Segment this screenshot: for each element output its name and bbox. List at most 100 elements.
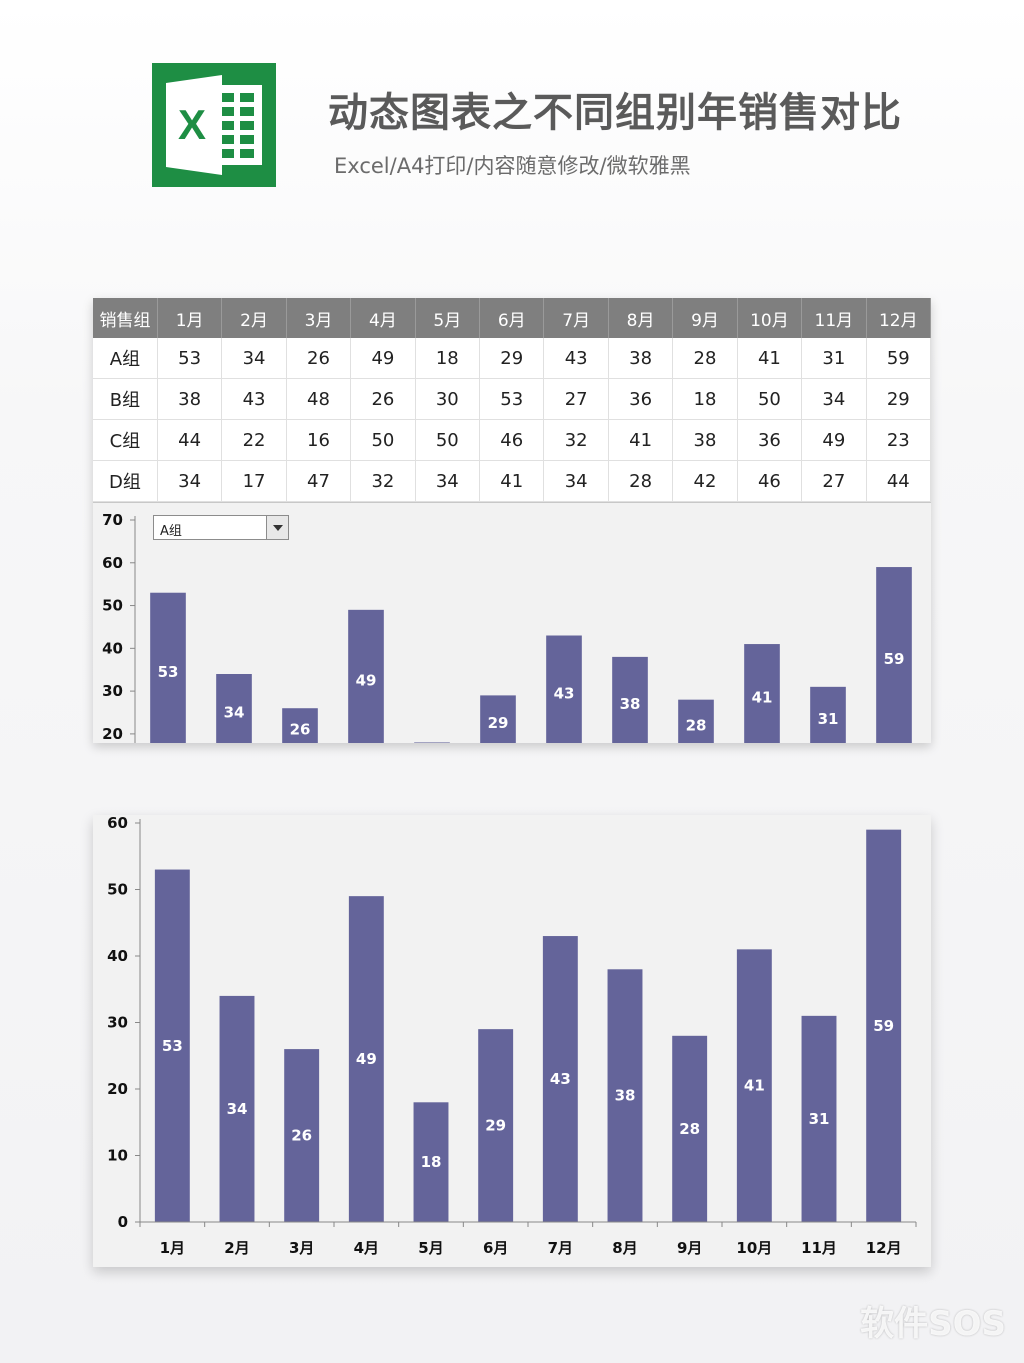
value-cell[interactable]: 46	[479, 419, 545, 461]
sales-sheet: 销售组 1月 2月 3月 4月 5月 6月 7月 8月 9月 10月 11月 1…	[93, 298, 932, 743]
excel-logo-icon: X	[152, 63, 276, 187]
value-cell[interactable]: 47	[286, 460, 352, 502]
month-header: 5月	[415, 298, 481, 338]
value-cell[interactable]: 28	[608, 460, 674, 502]
value-cell[interactable]: 32	[543, 419, 609, 461]
value-cell[interactable]: 29	[866, 378, 932, 420]
value-cell[interactable]: 46	[737, 460, 803, 502]
value-cell[interactable]: 18	[415, 338, 481, 379]
value-cell[interactable]: 41	[608, 419, 674, 461]
x-tick-label: 7月	[548, 1239, 573, 1257]
group-cell[interactable]: A组	[93, 338, 158, 379]
bar	[810, 686, 846, 743]
bar	[414, 742, 450, 743]
bar	[348, 609, 384, 743]
value-cell[interactable]: 43	[221, 378, 287, 420]
value-cell[interactable]: 42	[672, 460, 738, 502]
value-cell[interactable]: 22	[221, 419, 287, 461]
group-cell[interactable]: D组	[93, 460, 158, 502]
value-cell[interactable]: 28	[672, 338, 738, 379]
bar	[413, 1102, 449, 1222]
data-label: 38	[615, 1087, 636, 1105]
value-cell[interactable]: 18	[672, 378, 738, 420]
group-cell[interactable]: B组	[93, 378, 158, 420]
y-tick-label: 60	[107, 815, 128, 832]
value-cell[interactable]: 27	[801, 460, 867, 502]
y-tick-label: 20	[102, 725, 123, 743]
bar	[866, 829, 902, 1222]
x-tick-label: 1月	[160, 1239, 185, 1257]
value-cell[interactable]: 49	[801, 419, 867, 461]
value-cell[interactable]: 44	[157, 419, 223, 461]
value-cell[interactable]: 49	[350, 338, 416, 379]
bar	[282, 708, 318, 743]
x-tick-label: 4月	[354, 1239, 379, 1257]
value-cell[interactable]: 50	[350, 419, 416, 461]
chevron-down-icon[interactable]	[266, 516, 288, 539]
value-cell[interactable]: 30	[415, 378, 481, 420]
bar	[542, 936, 578, 1222]
data-label: 28	[679, 1120, 700, 1138]
value-cell[interactable]: 50	[415, 419, 481, 461]
value-cell[interactable]: 38	[608, 338, 674, 379]
bar	[219, 995, 255, 1222]
value-cell[interactable]: 26	[350, 378, 416, 420]
group-select-value: A组	[160, 524, 182, 539]
value-cell[interactable]: 44	[866, 460, 932, 502]
month-header: 9月	[672, 298, 738, 338]
value-cell[interactable]: 34	[221, 338, 287, 379]
value-cell[interactable]: 53	[479, 378, 545, 420]
bar	[154, 869, 190, 1222]
full-bar-chart-svg: 0 10 20 30 40 50 60 53 34 26 49 18 29 43 38 28 41 31 59 1月 2…	[107, 815, 917, 1257]
bar	[284, 1049, 320, 1222]
value-cell[interactable]: 38	[672, 419, 738, 461]
value-cell[interactable]: 53	[157, 338, 223, 379]
data-label: 28	[686, 716, 707, 734]
bar	[216, 674, 252, 743]
value-cell[interactable]: 27	[543, 378, 609, 420]
value-cell[interactable]: 23	[866, 419, 932, 461]
table-header-row: 销售组 1月 2月 3月 4月 5月 6月 7月 8月 9月 10月 11月 1…	[93, 298, 932, 338]
value-cell[interactable]: 34	[157, 460, 223, 502]
value-cell[interactable]: 17	[221, 460, 287, 502]
value-cell[interactable]: 29	[479, 338, 545, 379]
value-cell[interactable]: 41	[737, 338, 803, 379]
value-cell[interactable]: 34	[415, 460, 481, 502]
y-tick-label: 40	[102, 639, 123, 657]
value-cell[interactable]: 43	[543, 338, 609, 379]
sales-table: 销售组 1月 2月 3月 4月 5月 6月 7月 8月 9月 10月 11月 1…	[93, 298, 932, 502]
y-tick-label: 50	[107, 881, 128, 899]
value-cell[interactable]: 50	[737, 378, 803, 420]
x-tick-label: 12月	[866, 1239, 902, 1257]
bar	[801, 1015, 837, 1222]
group-select-dropdown[interactable]: A组	[153, 515, 289, 540]
value-cell[interactable]: 31	[801, 338, 867, 379]
value-cell[interactable]: 16	[286, 419, 352, 461]
data-label: 59	[884, 650, 905, 668]
month-header: 8月	[608, 298, 674, 338]
x-tick-label: 8月	[612, 1239, 637, 1257]
data-label: 26	[291, 1127, 312, 1145]
dynamic-bar-chart-svg: 20 30 40 50 60 70 53 34 26 49 29 43 38 28 41 31 59	[102, 511, 912, 743]
data-label: 59	[873, 1017, 894, 1035]
y-tick-label: 0	[118, 1213, 128, 1231]
y-tick-label: 10	[107, 1147, 128, 1165]
value-cell[interactable]: 59	[866, 338, 932, 379]
value-cell[interactable]: 34	[801, 378, 867, 420]
table-row: B组 38 43 48 26 30 53 27 36 18 50 34 29	[93, 378, 932, 420]
dynamic-bar-chart: 20 30 40 50 60 70 53 34 26 49 29 43 38 28 41 31 59 A组	[93, 502, 931, 743]
value-cell[interactable]: 48	[286, 378, 352, 420]
value-cell[interactable]: 34	[543, 460, 609, 502]
bar	[546, 635, 582, 743]
full-bar-chart: 0 10 20 30 40 50 60 53 34 26 49 18 29 43 38 28 41 31 59 1月 2…	[93, 815, 931, 1267]
value-cell[interactable]: 36	[608, 378, 674, 420]
value-cell[interactable]: 38	[157, 378, 223, 420]
value-cell[interactable]: 36	[737, 419, 803, 461]
group-cell[interactable]: C组	[93, 419, 158, 461]
table-row: D组 34 17 47 32 34 41 34 28 42 46 27 44	[93, 460, 932, 502]
value-cell[interactable]: 41	[479, 460, 545, 502]
data-label: 34	[227, 1100, 248, 1118]
y-tick-label: 30	[102, 682, 123, 700]
value-cell[interactable]: 26	[286, 338, 352, 379]
value-cell[interactable]: 32	[350, 460, 416, 502]
